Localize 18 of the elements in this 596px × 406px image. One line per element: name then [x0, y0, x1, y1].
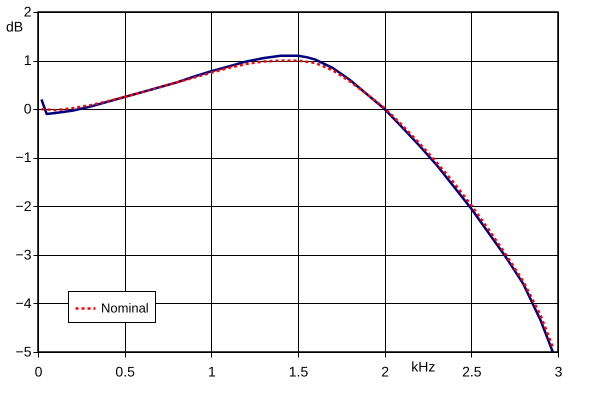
- x-tick-label: 2.5: [462, 364, 482, 380]
- legend-label: Nominal: [101, 300, 149, 316]
- y-tick-label: −1: [16, 149, 32, 166]
- x-tick-label: 3: [554, 364, 563, 380]
- x-axis-title: kHz: [411, 358, 436, 374]
- y-tick-label: −4: [16, 294, 32, 311]
- x-tick-label: 0.5: [115, 364, 136, 380]
- x-tick-label: 0: [34, 364, 43, 380]
- y-tick-label: 0: [24, 100, 32, 117]
- y-tick-label: −3: [16, 246, 32, 262]
- x-tick-label: 2: [381, 364, 390, 380]
- x-tick-label: 1: [208, 364, 216, 380]
- y-axis-title: dB: [6, 18, 24, 34]
- y-tick-label: 1: [24, 52, 32, 68]
- y-tick-label: 2: [24, 4, 32, 20]
- x-tick-label: 1.5: [288, 364, 308, 380]
- y-tick-label: −2: [16, 198, 32, 214]
- y-tick-label: −5: [16, 344, 32, 360]
